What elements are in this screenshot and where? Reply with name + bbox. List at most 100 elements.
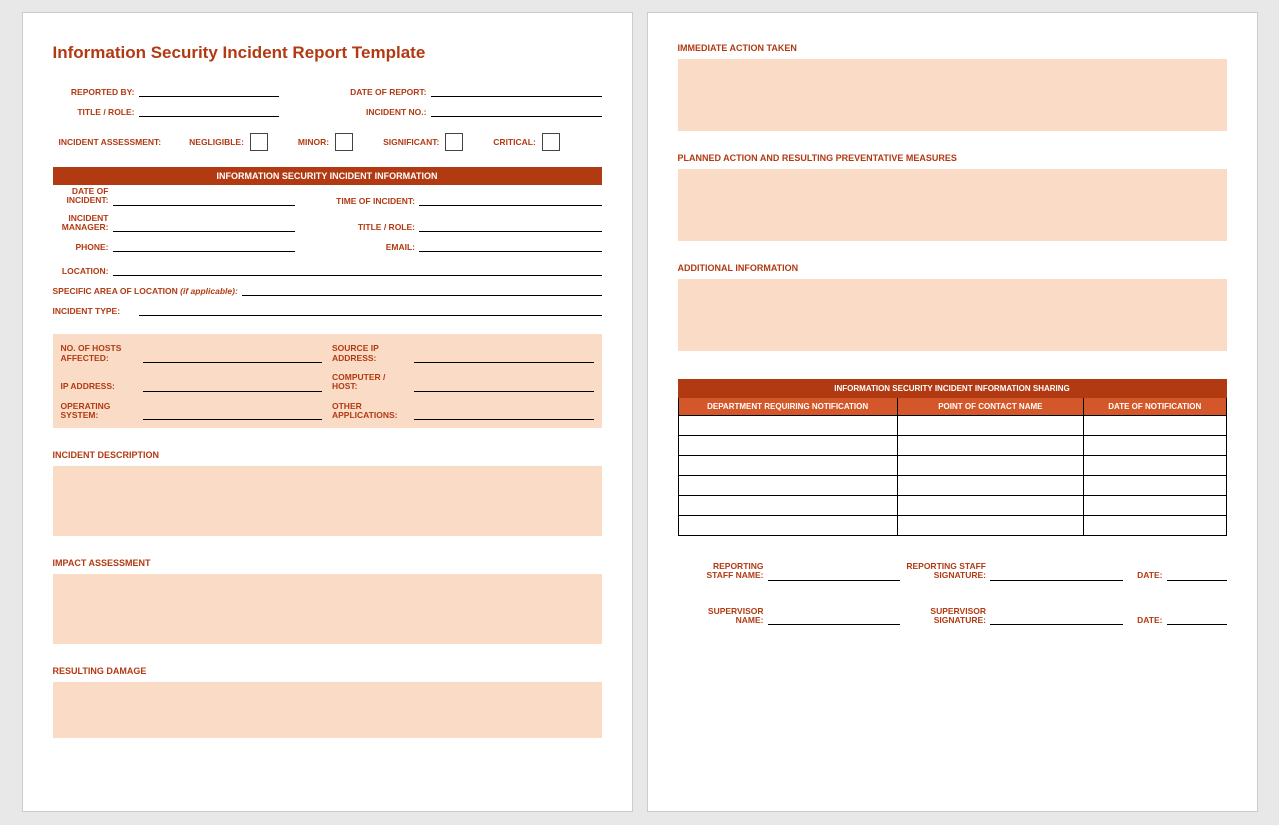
table-cell[interactable] — [1084, 516, 1227, 536]
table-row — [678, 476, 1226, 496]
table-row — [678, 456, 1226, 476]
textarea-impact-assessment[interactable] — [53, 574, 602, 644]
assess-minor: MINOR: — [298, 133, 353, 151]
table-cell[interactable] — [1084, 436, 1227, 456]
page-1: Information Security Incident Report Tem… — [22, 12, 633, 812]
input-computer-host[interactable] — [414, 380, 594, 392]
table-cell[interactable] — [678, 456, 897, 476]
label-reporting-signature: REPORTING STAFF SIGNATURE: — [900, 562, 990, 581]
textarea-planned-action[interactable] — [678, 169, 1227, 241]
signature-row-reporting: REPORTING STAFF NAME: REPORTING STAFF SI… — [678, 562, 1227, 581]
label-computer-host: COMPUTER / HOST: — [332, 373, 414, 392]
table-cell[interactable] — [897, 416, 1083, 436]
input-supervisor-date[interactable] — [1167, 613, 1227, 625]
assess-significant: SIGNIFICANT: — [383, 133, 463, 151]
row-hosts-sourceip: NO. OF HOSTS AFFECTED: SOURCE IP ADDRESS… — [61, 344, 594, 363]
input-date-of-incident[interactable] — [113, 194, 296, 206]
input-phone[interactable] — [113, 240, 296, 252]
label-title-role: TITLE / ROLE: — [53, 107, 139, 117]
table-cell[interactable] — [1084, 416, 1227, 436]
input-title-role[interactable] — [139, 105, 279, 117]
row-location: LOCATION: — [53, 264, 602, 276]
label-incident-no: INCIDENT NO.: — [335, 107, 431, 117]
assess-negligible: NEGLIGIBLE: — [189, 133, 268, 151]
table-row — [678, 436, 1226, 456]
label-operating-system: OPERATING SYSTEM: — [61, 402, 143, 421]
signature-row-supervisor: SUPERVISOR NAME: SUPERVISOR SIGNATURE: D… — [678, 607, 1227, 626]
page-2: IMMEDIATE ACTION TAKEN PLANNED ACTION AN… — [647, 12, 1258, 812]
label-ip-address: IP ADDRESS: — [61, 382, 143, 391]
label-supervisor-signature: SUPERVISOR SIGNATURE: — [900, 607, 990, 626]
textarea-incident-description[interactable] — [53, 466, 602, 536]
input-incident-type[interactable] — [139, 304, 602, 316]
label-immediate-action: IMMEDIATE ACTION TAKEN — [678, 43, 1227, 53]
input-specific-area[interactable] — [242, 284, 602, 296]
textarea-additional-info[interactable] — [678, 279, 1227, 351]
col-date-notification: DATE OF NOTIFICATION — [1084, 398, 1227, 416]
label-reported-by: REPORTED BY: — [53, 87, 139, 97]
input-other-apps[interactable] — [414, 408, 594, 420]
input-reporting-name[interactable] — [768, 569, 901, 581]
table-cell[interactable] — [678, 416, 897, 436]
table-cell[interactable] — [678, 516, 897, 536]
technical-details-block: NO. OF HOSTS AFFECTED: SOURCE IP ADDRESS… — [53, 334, 602, 428]
table-cell[interactable] — [897, 476, 1083, 496]
label-incident-manager: INCIDENT MANAGER: — [53, 214, 113, 233]
table-cell[interactable] — [678, 496, 897, 516]
table-row — [678, 416, 1226, 436]
label-phone: PHONE: — [53, 242, 113, 252]
textarea-immediate-action[interactable] — [678, 59, 1227, 131]
input-manager-title-role[interactable] — [419, 220, 602, 232]
input-time-of-incident[interactable] — [419, 194, 602, 206]
checkbox-negligible[interactable] — [250, 133, 268, 151]
input-supervisor-name[interactable] — [768, 613, 901, 625]
label-location: LOCATION: — [53, 266, 113, 276]
input-ip-address[interactable] — [143, 380, 323, 392]
label-supervisor-name: SUPERVISOR NAME: — [678, 607, 768, 626]
input-source-ip[interactable] — [414, 351, 594, 363]
input-email[interactable] — [419, 240, 602, 252]
table-cell[interactable] — [678, 436, 897, 456]
table-cell[interactable] — [678, 476, 897, 496]
input-incident-manager[interactable] — [113, 220, 296, 232]
row-reported-by: REPORTED BY: DATE OF REPORT: — [53, 85, 602, 97]
label-impact-assessment: IMPACT ASSESSMENT — [53, 558, 602, 568]
checkbox-critical[interactable] — [542, 133, 560, 151]
input-reporting-signature[interactable] — [990, 569, 1123, 581]
input-operating-system[interactable] — [143, 408, 323, 420]
checkbox-significant[interactable] — [445, 133, 463, 151]
label-manager-title-role: TITLE / ROLE: — [313, 222, 419, 232]
sharing-banner: INFORMATION SECURITY INCIDENT INFORMATIO… — [678, 380, 1226, 398]
label-reporting-name: REPORTING STAFF NAME: — [678, 562, 768, 581]
label-date-of-report: DATE OF REPORT: — [335, 87, 431, 97]
textarea-resulting-damage[interactable] — [53, 682, 602, 738]
label-date-of-incident: DATE OF INCIDENT: — [53, 187, 113, 206]
label-source-ip: SOURCE IP ADDRESS: — [332, 344, 414, 363]
banner-incident-info: INFORMATION SECURITY INCIDENT INFORMATIO… — [53, 167, 602, 185]
document-title: Information Security Incident Report Tem… — [53, 43, 602, 63]
table-cell[interactable] — [897, 516, 1083, 536]
label-reporting-date: DATE: — [1123, 571, 1167, 580]
input-location[interactable] — [113, 264, 602, 276]
row-os-apps: OPERATING SYSTEM: OTHER APPLICATIONS: — [61, 402, 594, 421]
input-hosts-affected[interactable] — [143, 351, 323, 363]
table-cell[interactable] — [897, 436, 1083, 456]
input-reported-by[interactable] — [139, 85, 279, 97]
input-supervisor-signature[interactable] — [990, 613, 1123, 625]
table-cell[interactable] — [897, 456, 1083, 476]
checkbox-minor[interactable] — [335, 133, 353, 151]
row-phone-email: PHONE: EMAIL: — [53, 240, 602, 252]
table-cell[interactable] — [1084, 496, 1227, 516]
table-row — [678, 516, 1226, 536]
input-date-of-report[interactable] — [431, 85, 602, 97]
table-cell[interactable] — [897, 496, 1083, 516]
col-department: DEPARTMENT REQUIRING NOTIFICATION — [678, 398, 897, 416]
input-reporting-date[interactable] — [1167, 569, 1227, 581]
table-cell[interactable] — [1084, 456, 1227, 476]
input-incident-no[interactable] — [431, 105, 602, 117]
label-additional-info: ADDITIONAL INFORMATION — [678, 263, 1227, 273]
label-specific-area: SPECIFIC AREA OF LOCATION (if applicable… — [53, 286, 242, 296]
label-hosts-affected: NO. OF HOSTS AFFECTED: — [61, 344, 143, 363]
table-cell[interactable] — [1084, 476, 1227, 496]
row-ip-computer: IP ADDRESS: COMPUTER / HOST: — [61, 373, 594, 392]
